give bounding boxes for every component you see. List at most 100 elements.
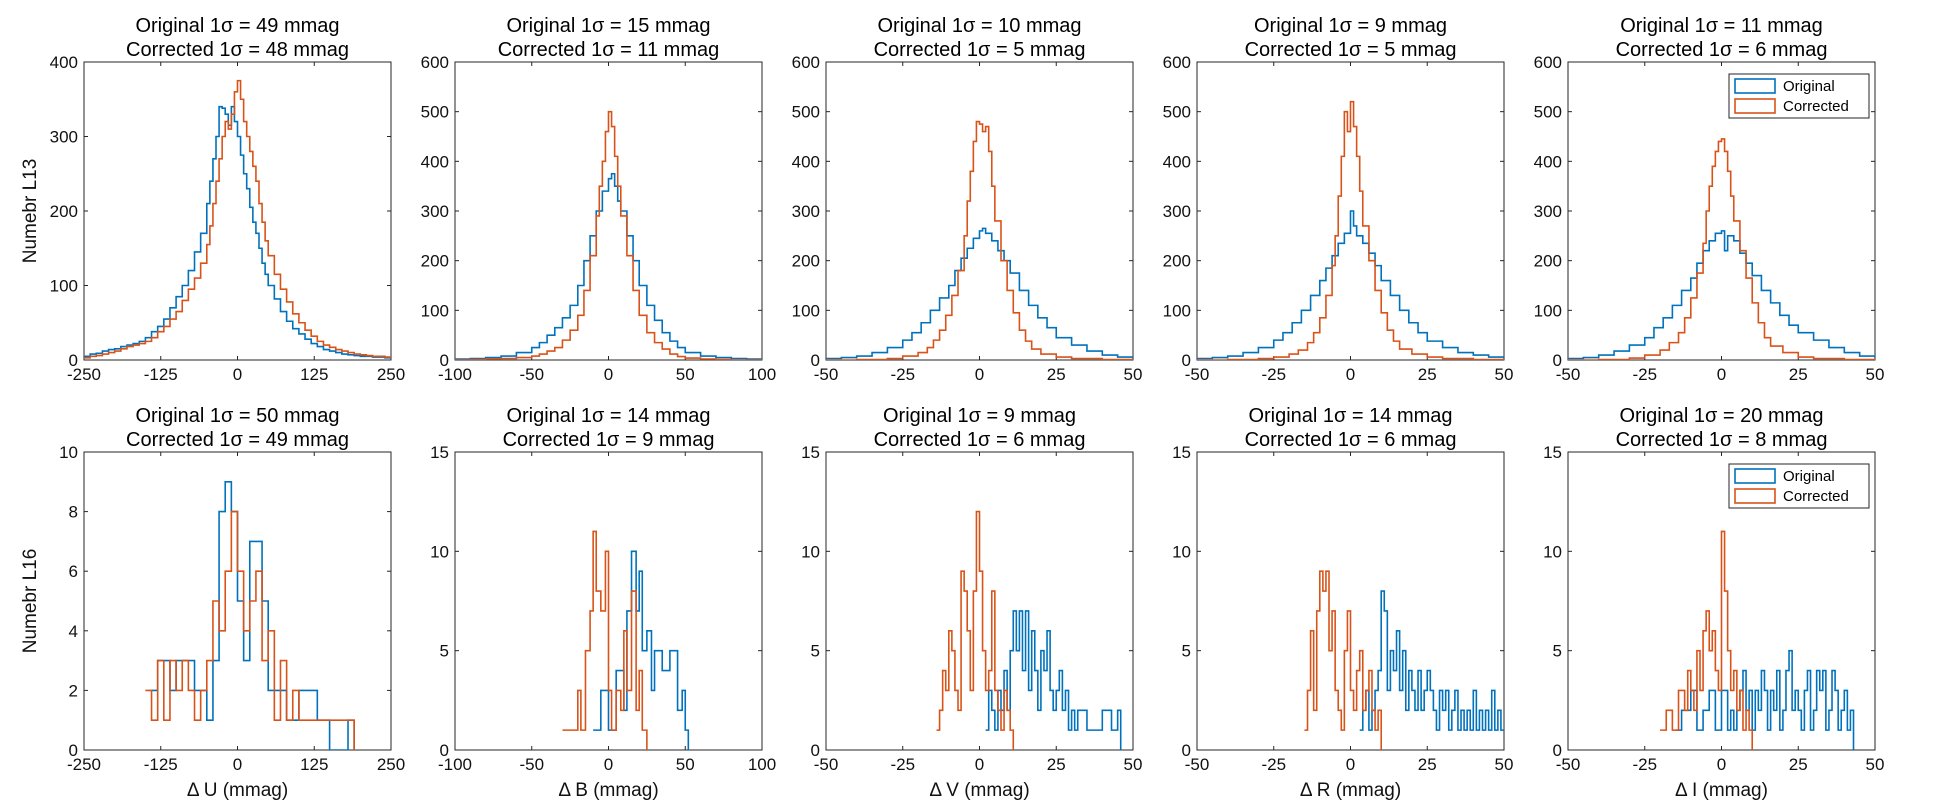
y-tick-label: 300 bbox=[792, 202, 820, 221]
y-tick-label: 400 bbox=[421, 152, 449, 171]
y-tick-label: 5 bbox=[1182, 642, 1191, 661]
x-tick-label: 100 bbox=[748, 365, 776, 384]
legend: Original Corrected bbox=[1728, 463, 1870, 509]
original-series-line bbox=[84, 105, 391, 359]
histogram-panel: -50 -25 0 25 50 0 5 10 15 Original 1σ = 14 mmagCo… bbox=[1172, 405, 1513, 800]
original-series-line bbox=[985, 610, 1122, 750]
legend-box bbox=[1728, 463, 1870, 509]
y-tick-label: 300 bbox=[421, 202, 449, 221]
x-tick-label: -50 bbox=[814, 365, 839, 384]
y-tick-label: 0 bbox=[1553, 741, 1562, 760]
x-tick-label: 0 bbox=[1717, 755, 1726, 774]
x-tick-label: -25 bbox=[1632, 755, 1657, 774]
x-tick-label: -50 bbox=[519, 755, 544, 774]
x-tick-label: 25 bbox=[1047, 755, 1066, 774]
histogram-panel: -100 -50 0 50 100 0 100 200 300 400 500 600 Original… bbox=[421, 15, 777, 384]
y-tick-label: 6 bbox=[69, 562, 78, 581]
panel-title-line-1: Original 1σ = 20 mmag bbox=[1619, 405, 1823, 427]
x-tick-label: -100 bbox=[438, 755, 472, 774]
y-tick-label: 200 bbox=[792, 252, 820, 271]
y-tick-label: 400 bbox=[50, 53, 78, 72]
x-axis-label: Δ R (mmag) bbox=[1300, 780, 1401, 800]
panel-title-line-2: Corrected 1σ = 8 mmag bbox=[1616, 429, 1828, 451]
y-tick-label: 100 bbox=[792, 301, 820, 320]
y-tick-label: 4 bbox=[69, 622, 78, 641]
panel-title-line-1: Original 1σ = 49 mmag bbox=[135, 15, 339, 37]
x-tick-label: 250 bbox=[377, 365, 405, 384]
x-tick-label: 50 bbox=[1124, 755, 1143, 774]
y-tick-label: 200 bbox=[50, 202, 78, 221]
y-tick-label: 100 bbox=[1534, 301, 1562, 320]
x-tick-label: -50 bbox=[814, 755, 839, 774]
y-tick-label: 0 bbox=[1553, 351, 1562, 370]
corrected-series-line bbox=[1304, 570, 1382, 750]
x-tick-label: 25 bbox=[1789, 365, 1808, 384]
corrected-series-line bbox=[1197, 100, 1504, 360]
panel-title-line-1: Original 1σ = 14 mmag bbox=[1248, 405, 1452, 427]
y-tick-label: 0 bbox=[440, 741, 449, 760]
x-tick-label: 0 bbox=[975, 365, 984, 384]
x-tick-label: 125 bbox=[300, 755, 328, 774]
x-tick-label: 0 bbox=[975, 755, 984, 774]
y-tick-label: 500 bbox=[1534, 103, 1562, 122]
axes-box bbox=[825, 451, 1134, 751]
y-tick-label: 10 bbox=[1172, 542, 1191, 561]
y-tick-label: 200 bbox=[1534, 252, 1562, 271]
y-tick-label: 15 bbox=[1543, 443, 1562, 462]
y-axis-label: Numebr L16 bbox=[20, 549, 41, 654]
y-tick-label: 100 bbox=[50, 277, 78, 296]
y-tick-label: 500 bbox=[1163, 103, 1191, 122]
x-tick-label: -100 bbox=[438, 365, 472, 384]
y-tick-label: 10 bbox=[59, 443, 78, 462]
panel-title-line-2: Corrected 1σ = 48 mmag bbox=[126, 39, 349, 61]
x-axis-label: Δ U (mmag) bbox=[187, 780, 288, 800]
legend-box bbox=[1728, 73, 1870, 119]
y-tick-label: 300 bbox=[50, 128, 78, 147]
y-tick-label: 600 bbox=[1534, 53, 1562, 72]
legend-swatch bbox=[1734, 468, 1776, 484]
x-tick-label: -25 bbox=[890, 365, 915, 384]
y-tick-label: 300 bbox=[1534, 202, 1562, 221]
y-tick-label: 0 bbox=[69, 351, 78, 370]
panel-title-line-1: Original 1σ = 10 mmag bbox=[877, 15, 1081, 37]
y-tick-label: 5 bbox=[1553, 642, 1562, 661]
panel-title-line-2: Corrected 1σ = 6 mmag bbox=[1616, 39, 1828, 61]
y-tick-label: 15 bbox=[430, 443, 449, 462]
panel-title-line-2: Corrected 1σ = 9 mmag bbox=[503, 429, 715, 451]
legend-entry-label: Corrected bbox=[1783, 98, 1849, 115]
x-tick-label: 0 bbox=[1717, 365, 1726, 384]
y-tick-label: 5 bbox=[440, 642, 449, 661]
original-series-line bbox=[593, 550, 690, 750]
x-tick-label: -25 bbox=[1261, 755, 1286, 774]
panel-title-line-1: Original 1σ = 14 mmag bbox=[506, 405, 710, 427]
y-tick-label: 0 bbox=[69, 741, 78, 760]
y-tick-label: 300 bbox=[1163, 202, 1191, 221]
y-tick-label: 2 bbox=[69, 681, 78, 700]
x-axis-label: Δ V (mmag) bbox=[929, 780, 1029, 800]
original-series-line bbox=[1675, 649, 1855, 750]
histogram-panel: -250 -125 0 125 250 0 2 4 6 8 10 Original 1σ = 50 m… bbox=[20, 405, 405, 800]
x-tick-label: -125 bbox=[144, 365, 178, 384]
panel-title-line-2: Corrected 1σ = 5 mmag bbox=[874, 39, 1086, 61]
panel-title-line-1: Original 1σ = 9 mmag bbox=[1254, 15, 1447, 37]
y-tick-label: 10 bbox=[801, 542, 820, 561]
x-axis-label: Δ B (mmag) bbox=[558, 780, 658, 800]
x-tick-label: 50 bbox=[1495, 755, 1514, 774]
y-tick-label: 400 bbox=[1534, 152, 1562, 171]
x-tick-label: -25 bbox=[1632, 365, 1657, 384]
x-tick-label: 50 bbox=[676, 755, 695, 774]
x-tick-label: -250 bbox=[67, 365, 101, 384]
legend-entry-label: Original bbox=[1783, 78, 1835, 95]
legend-swatch bbox=[1734, 78, 1776, 94]
x-tick-label: -25 bbox=[1261, 365, 1286, 384]
y-tick-label: 400 bbox=[1163, 152, 1191, 171]
y-tick-label: 100 bbox=[1163, 301, 1191, 320]
x-tick-label: 50 bbox=[1495, 365, 1514, 384]
panel-title-line-2: Corrected 1σ = 6 mmag bbox=[874, 429, 1086, 451]
axes-box bbox=[825, 61, 1134, 361]
y-tick-label: 500 bbox=[421, 103, 449, 122]
original-series-line bbox=[455, 172, 762, 360]
